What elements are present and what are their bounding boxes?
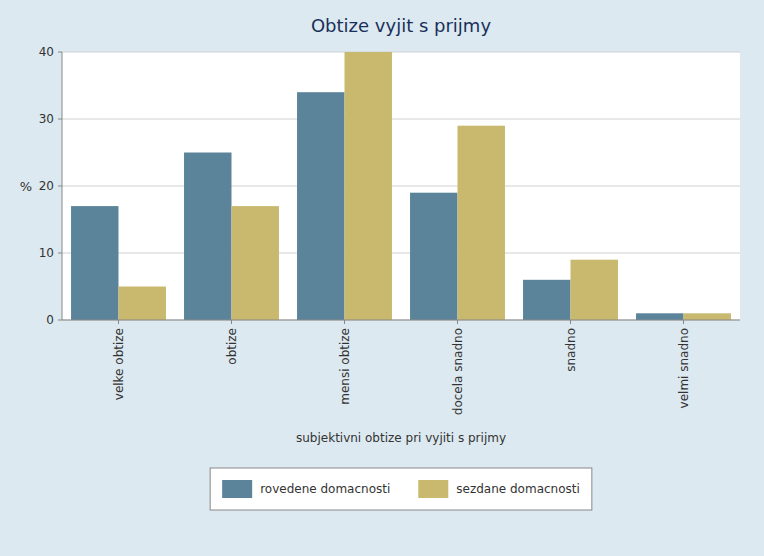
bar: [119, 287, 166, 321]
x-tick: [570, 320, 571, 324]
bar: [71, 206, 118, 320]
y-tick: [58, 119, 62, 120]
x-tick-label: mensi obtize: [338, 328, 352, 405]
bars: [71, 52, 731, 320]
y-axis-line: [62, 52, 63, 320]
bar: [184, 153, 231, 321]
x-tick: [457, 320, 458, 324]
grid-line: [62, 119, 740, 120]
x-tick-label: velke obtize: [112, 328, 126, 400]
legend-box: [210, 468, 592, 510]
grid-line: [62, 52, 740, 53]
plot-background: [62, 52, 740, 320]
bar: [684, 313, 731, 320]
x-tick: [683, 320, 684, 324]
legend-label: rovedene domacnosti: [260, 482, 390, 496]
background: [0, 0, 764, 556]
y-tick: [58, 52, 62, 53]
x-tick-label: velmi snadno: [677, 328, 691, 408]
grid-line: [62, 320, 740, 321]
x-tick: [231, 320, 232, 324]
y-axis-label: %: [20, 179, 32, 194]
x-axis-label: subjektivni obtize pri vyjiti s prijmy: [296, 431, 506, 445]
y-tick: [58, 186, 62, 187]
chart-container: Obtize vyjit s prijmy 0 10 20 30 40 velke obti…: [0, 0, 764, 556]
x-tick: [344, 320, 345, 324]
bar: [297, 92, 344, 320]
legend-label: sezdane domacnosti: [456, 482, 580, 496]
y-tick: [58, 253, 62, 254]
grid-line: [62, 253, 740, 254]
bar: [523, 280, 570, 320]
y-tick: [58, 320, 62, 321]
bar: [458, 126, 505, 320]
x-tick-label: docela snadno: [451, 328, 465, 415]
bar: [345, 52, 392, 320]
title: Obtize vyjit s prijmy: [311, 15, 491, 36]
chart-svg: Obtize vyjit s prijmy 0 10 20 30 40 velke obti…: [0, 0, 764, 556]
legend-swatch: [418, 480, 448, 498]
x-tick-label: snadno: [564, 328, 578, 372]
legend-swatch: [222, 480, 252, 498]
y-tick-label: 20: [39, 179, 54, 193]
y-tick-label: 40: [39, 45, 54, 59]
legend: rovedene domacnosti sezdane domacnosti: [210, 468, 592, 510]
x-axis-line: [62, 320, 740, 321]
bar: [571, 260, 618, 320]
y-tick-label: 30: [39, 112, 54, 126]
bar: [410, 193, 457, 320]
bar: [636, 313, 683, 320]
x-tick: [118, 320, 119, 324]
y-tick-label: 0: [46, 313, 54, 327]
x-tick-label: obtize: [225, 328, 239, 365]
grid-line: [62, 186, 740, 187]
bar: [232, 206, 279, 320]
y-tick-label: 10: [39, 246, 54, 260]
